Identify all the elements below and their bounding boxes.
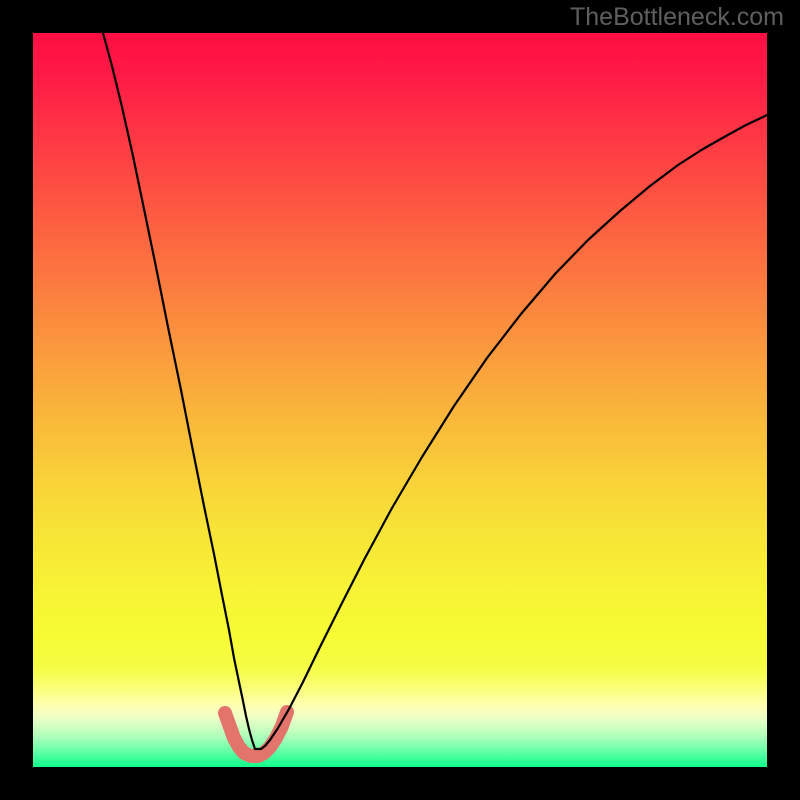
bottleneck-curve: [103, 33, 767, 749]
chart-frame: TheBottleneck.com: [0, 0, 800, 800]
watermark-text: TheBottleneck.com: [570, 3, 784, 32]
plot-area: [33, 33, 767, 767]
curves-overlay: [33, 33, 767, 767]
